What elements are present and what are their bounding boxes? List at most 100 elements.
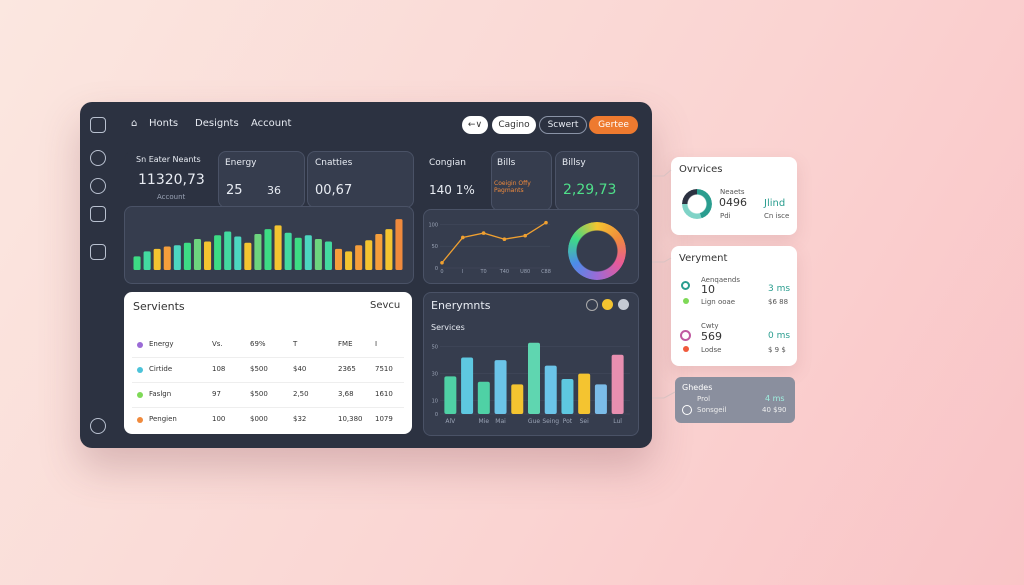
side-title: Ovrvices bbox=[679, 164, 723, 175]
icon[interactable] bbox=[602, 299, 613, 310]
sidebar-icon[interactable] bbox=[90, 150, 106, 166]
table-card bbox=[124, 292, 412, 434]
card-value: 00,67 bbox=[315, 183, 353, 198]
bar bbox=[561, 379, 574, 414]
row-dot bbox=[137, 392, 143, 398]
sidebar-icon[interactable] bbox=[90, 178, 106, 194]
table-cell: $32 bbox=[293, 415, 307, 423]
icon[interactable] bbox=[618, 299, 629, 310]
card-title: Congian bbox=[429, 158, 466, 168]
card-caption: Account bbox=[157, 193, 186, 201]
side-value: 0496 bbox=[719, 196, 747, 209]
button[interactable]: Cagino bbox=[492, 116, 536, 134]
bar bbox=[324, 241, 332, 270]
table-cell: 3,68 bbox=[338, 390, 354, 398]
side-label: Prol bbox=[697, 395, 711, 403]
side-value: 10 bbox=[701, 283, 715, 296]
home-icon: ⌂ bbox=[131, 118, 138, 129]
icon bbox=[680, 330, 691, 341]
x-tick-label: 0 bbox=[440, 269, 443, 275]
side-right: 4 ms bbox=[765, 394, 785, 403]
connector bbox=[652, 391, 676, 399]
table-cell: 7510 bbox=[375, 365, 393, 373]
side-sub: 40 $90 bbox=[762, 406, 787, 414]
nav-item[interactable]: Designts bbox=[195, 118, 239, 129]
point bbox=[461, 235, 465, 240]
bar bbox=[204, 241, 212, 270]
icon bbox=[682, 405, 692, 415]
glance-card bbox=[675, 377, 795, 423]
table-cell: 108 bbox=[212, 365, 226, 373]
bar bbox=[224, 231, 232, 270]
bar bbox=[395, 219, 403, 270]
row-divider bbox=[132, 407, 404, 408]
side-sub: $6 88 bbox=[768, 298, 789, 306]
y-tick-label: 10 bbox=[432, 399, 438, 405]
side-accent: Jlind bbox=[764, 198, 786, 209]
y-tick-label: 50 bbox=[432, 345, 438, 351]
bar bbox=[254, 234, 262, 270]
sidebar-icon[interactable] bbox=[90, 206, 106, 222]
table-cell: Faslgn bbox=[149, 390, 172, 398]
x-tick-label: Mai bbox=[495, 418, 506, 425]
y-tick-label: 0 bbox=[435, 412, 438, 418]
card-value: 11320,73 bbox=[138, 172, 205, 188]
button[interactable]: Gertee bbox=[589, 116, 638, 134]
sidebar-icon[interactable] bbox=[90, 244, 106, 260]
icon[interactable] bbox=[586, 299, 598, 311]
table-action[interactable]: Sevcu bbox=[370, 300, 401, 311]
side-sub: Lodse bbox=[701, 346, 722, 354]
bar bbox=[477, 381, 490, 414]
button[interactable]: ←∨ bbox=[462, 116, 488, 134]
button[interactable]: Scwert bbox=[539, 116, 587, 134]
x-tick-label: I bbox=[462, 269, 463, 275]
bar bbox=[461, 357, 474, 414]
sidebar-icon[interactable] bbox=[90, 117, 106, 133]
point bbox=[440, 260, 444, 265]
table-cell: I bbox=[375, 340, 378, 348]
x-tick-label: C88 bbox=[541, 269, 551, 275]
card-value: 25 bbox=[226, 183, 243, 198]
x-tick-label: Pot bbox=[563, 418, 573, 425]
dot bbox=[683, 346, 689, 352]
bar bbox=[163, 246, 171, 270]
bar bbox=[193, 239, 202, 270]
x-tick-label: U80 bbox=[520, 269, 530, 275]
bar bbox=[183, 242, 191, 270]
panel-title: Enerymnts bbox=[431, 299, 491, 312]
icon bbox=[681, 281, 690, 290]
side-label: Aenqaends bbox=[701, 276, 740, 284]
x-tick-label: Lul bbox=[613, 418, 622, 425]
payment-card bbox=[671, 246, 797, 366]
card-title: Energy bbox=[225, 158, 257, 168]
side-sub: $ 9 $ bbox=[768, 346, 786, 354]
table-cell: 97 bbox=[212, 390, 221, 398]
table-cell: Cirtide bbox=[149, 365, 173, 373]
connector bbox=[652, 169, 672, 177]
sidebar-icon[interactable] bbox=[90, 418, 106, 434]
side-right: 0 ms bbox=[768, 331, 791, 341]
table-cell: 1610 bbox=[375, 390, 393, 398]
bar bbox=[345, 251, 353, 270]
side-label: Neaets bbox=[720, 188, 745, 196]
table-cell: FME bbox=[338, 340, 353, 348]
bar bbox=[294, 237, 302, 270]
table-cell: 2365 bbox=[338, 365, 356, 373]
card-caption: Coeigin Offy Pagmants bbox=[494, 180, 531, 194]
nav-item[interactable]: Account bbox=[251, 118, 292, 129]
connector bbox=[652, 257, 672, 263]
card bbox=[307, 151, 414, 208]
point bbox=[544, 220, 548, 225]
table-cell: $40 bbox=[293, 365, 307, 373]
bar bbox=[304, 235, 312, 270]
card-title: Bills bbox=[497, 158, 516, 168]
side-title: Veryment bbox=[679, 253, 728, 264]
nav-item[interactable]: Honts bbox=[149, 118, 179, 129]
side-label: Cwty bbox=[701, 322, 719, 330]
table-cell: 10,380 bbox=[338, 415, 363, 423]
table-cell: Pengien bbox=[149, 415, 177, 423]
side-sub: Lign ooae bbox=[701, 298, 736, 306]
point bbox=[481, 231, 486, 235]
bar bbox=[494, 360, 507, 414]
